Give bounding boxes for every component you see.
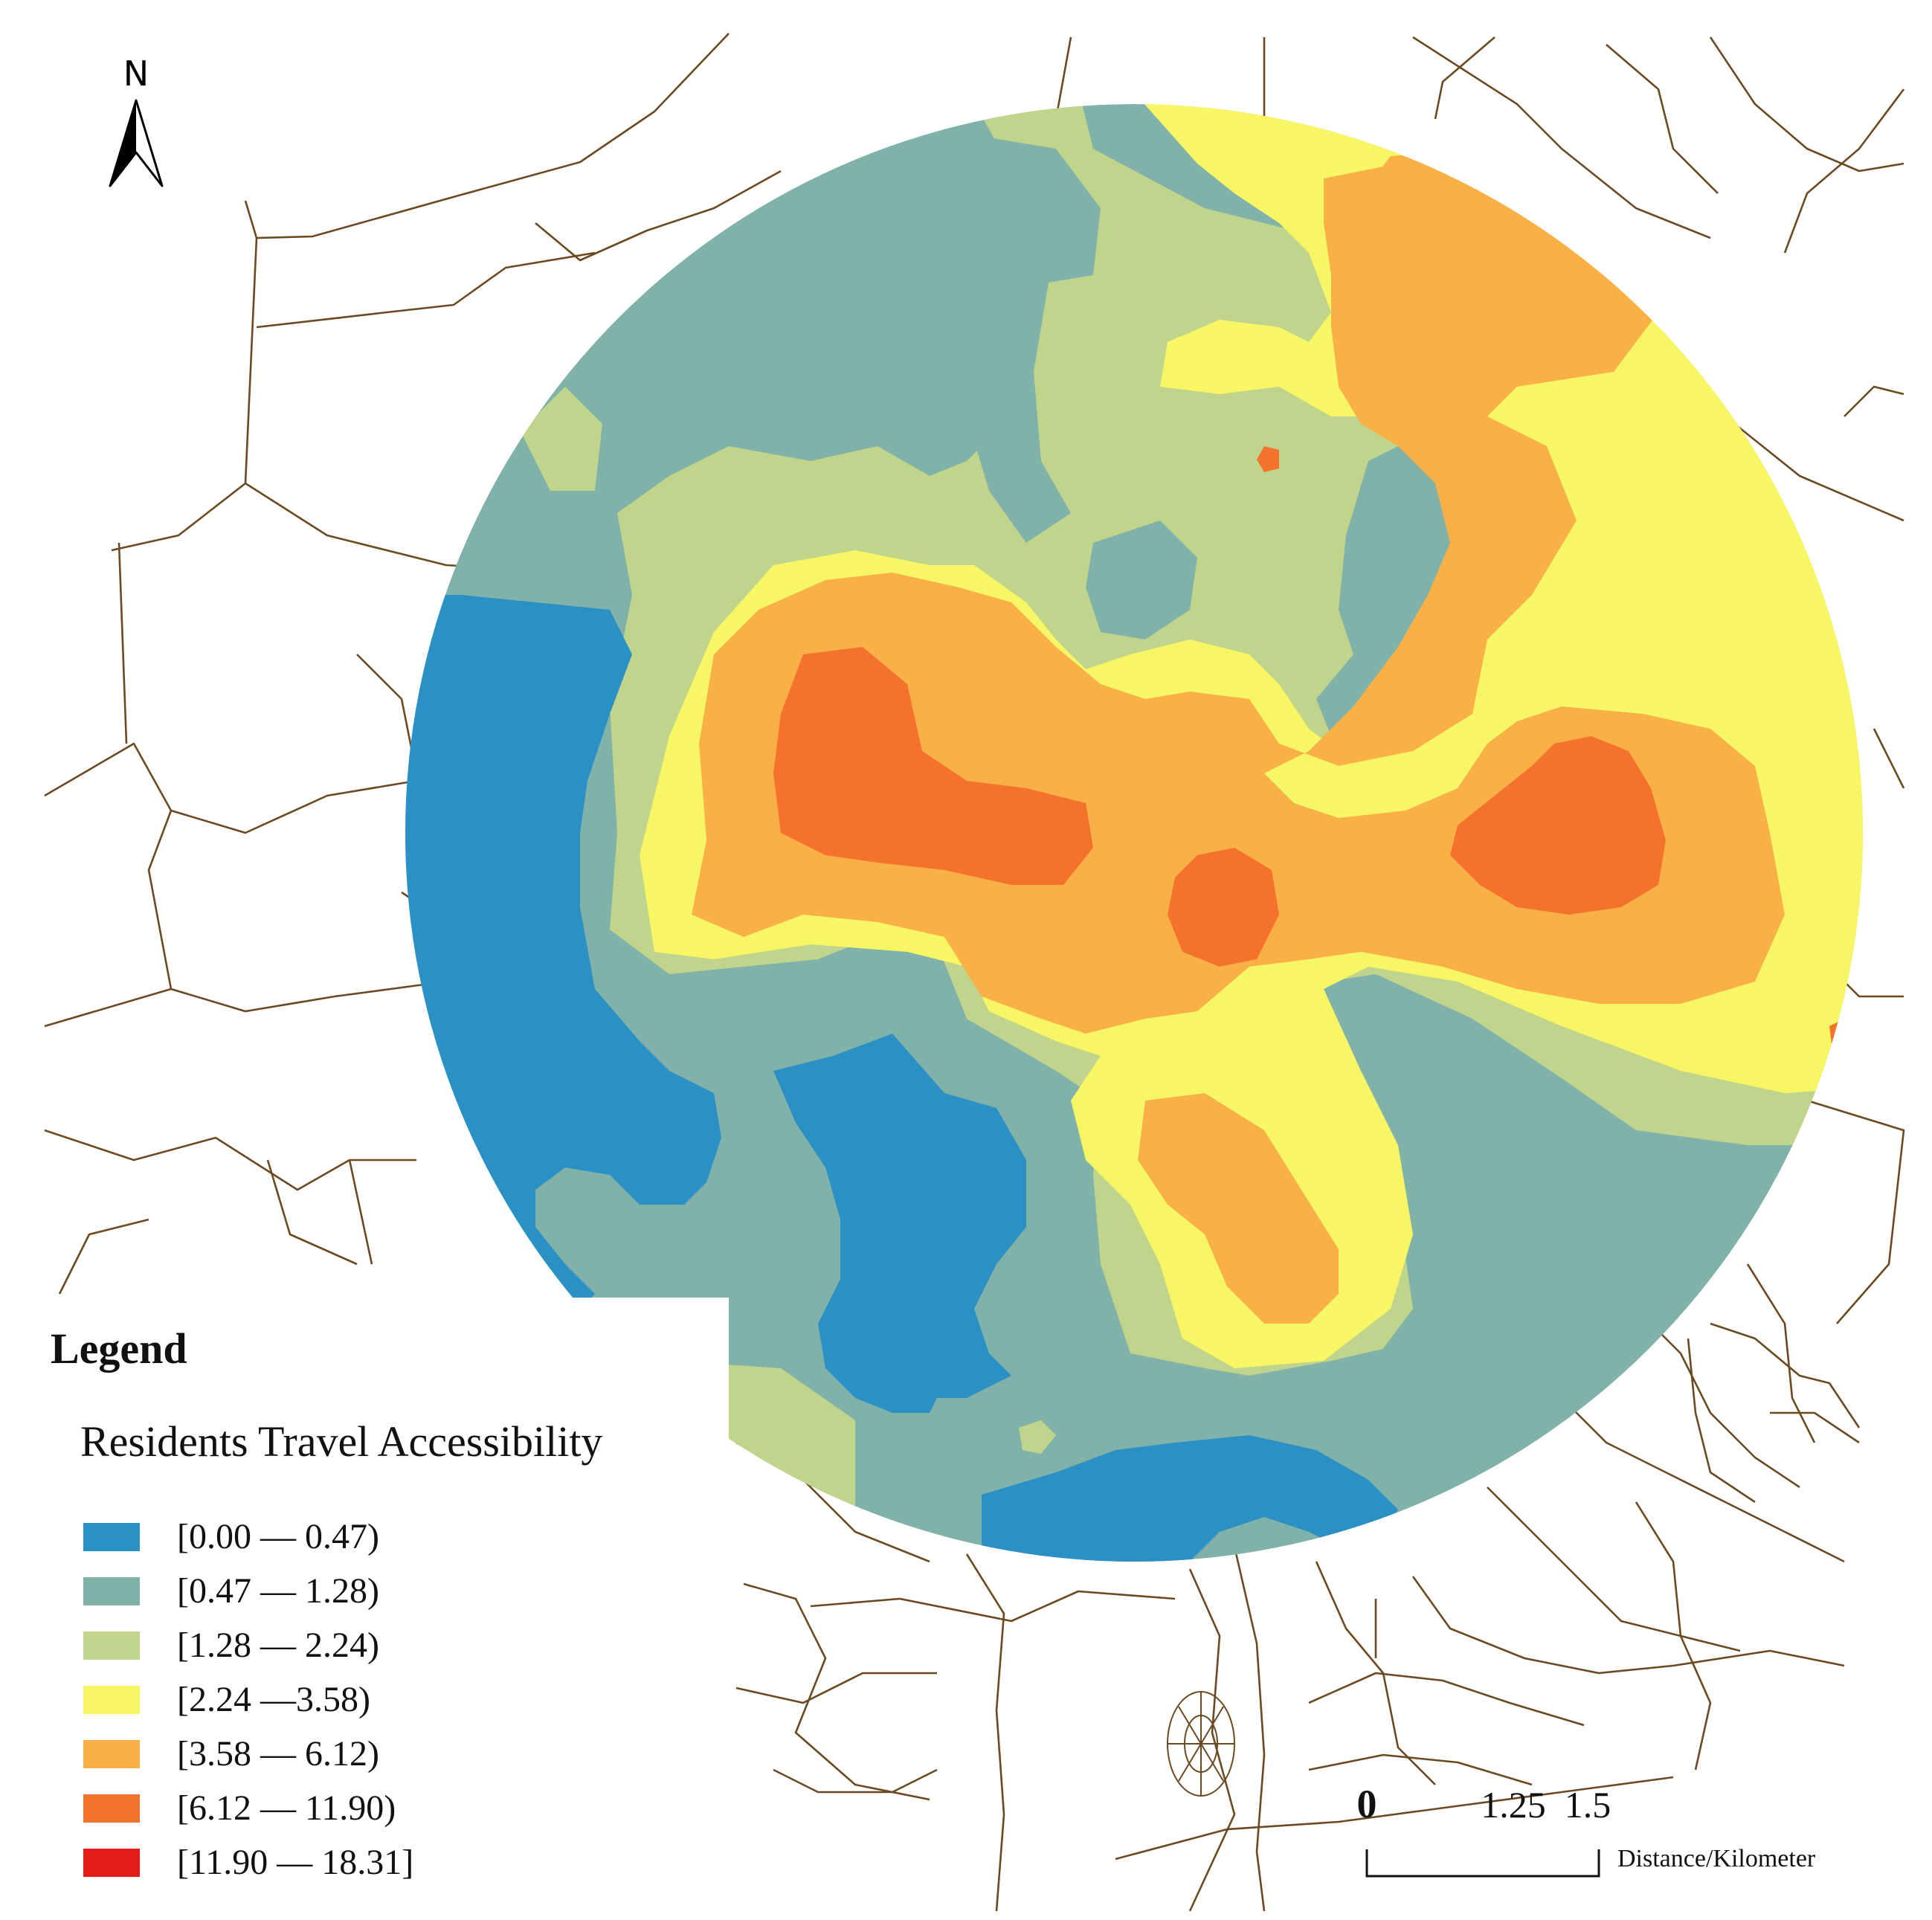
legend-label: [1.28 — 2.24) [177,1626,379,1665]
legend-item: [0.00 — 0.47) [83,1510,413,1564]
class-0-47-1-28-center-patch [1086,521,1197,640]
legend-swatch [83,1848,140,1877]
scale-unit-label: Distance/Kilometer [1617,1845,1816,1872]
legend-swatch [83,1794,140,1823]
scale-tick-0: 0 [1357,1782,1377,1826]
legend-panel [30,1298,729,1907]
legend-item: [11.90 — 18.31] [83,1835,413,1890]
class-6-12-11-90-west [773,647,1093,885]
scale-bar: 0 1.25 1.5 Distance/Kilometer [1357,1782,1816,1878]
legend-title: Legend [51,1324,187,1373]
legend-swatch [83,1576,140,1605]
legend-label: [0.47 — 1.28) [177,1571,379,1611]
class-3-58-6-12-south [1138,1093,1339,1324]
legend-swatch [83,1739,140,1768]
north-arrow: N [109,54,164,187]
legend-item: [3.58 — 6.12) [83,1727,413,1781]
legend-label: [2.24 —3.58) [177,1680,370,1719]
legend-label: [6.12 — 11.90) [177,1788,396,1828]
legend-swatch [83,1685,140,1714]
north-label: N [123,54,149,94]
roundabout [1167,1691,1235,1797]
legend-item: [2.24 —3.58) [83,1672,413,1727]
scale-tick-1: 1.25 [1481,1784,1546,1826]
legend-item: [6.12 — 11.90) [83,1781,413,1835]
class-0-47-1-28-north-intrusion [937,134,1101,543]
class-1-28-2-24-west-patch [521,387,602,491]
legend-item: [0.47 — 1.28) [83,1564,413,1618]
legend-swatch [83,1631,140,1660]
legend-label: [0.00 — 0.47) [177,1517,379,1556]
scale-tick-2: 1.5 [1565,1784,1611,1826]
legend-item: [1.28 — 2.24) [83,1618,413,1672]
legend-label: [3.58 — 6.12) [177,1734,379,1774]
legend-items: [0.00 — 0.47) [0.47 — 1.28) [1.28 — 2.24… [83,1510,413,1890]
class-0-00-0-47-south [982,1435,1398,1562]
class-0-00-0-47-southwest [773,1034,1026,1413]
class-3-58-6-12-nw [1339,149,1636,349]
accessibility-surface [405,104,1863,1562]
class-6-12-11-90-small [1257,446,1279,472]
class-6-12-11-90-east [1450,736,1666,915]
legend-subtitle: Residents Travel Accessibility [80,1417,603,1466]
legend-swatch [83,1522,140,1551]
class-6-12-11-90-center [1168,848,1279,967]
class-0-00-0-47-west [405,595,721,1309]
legend-label: [11.90 — 18.31] [177,1843,414,1882]
class-1-28-2-24-south-dot [1019,1420,1056,1454]
